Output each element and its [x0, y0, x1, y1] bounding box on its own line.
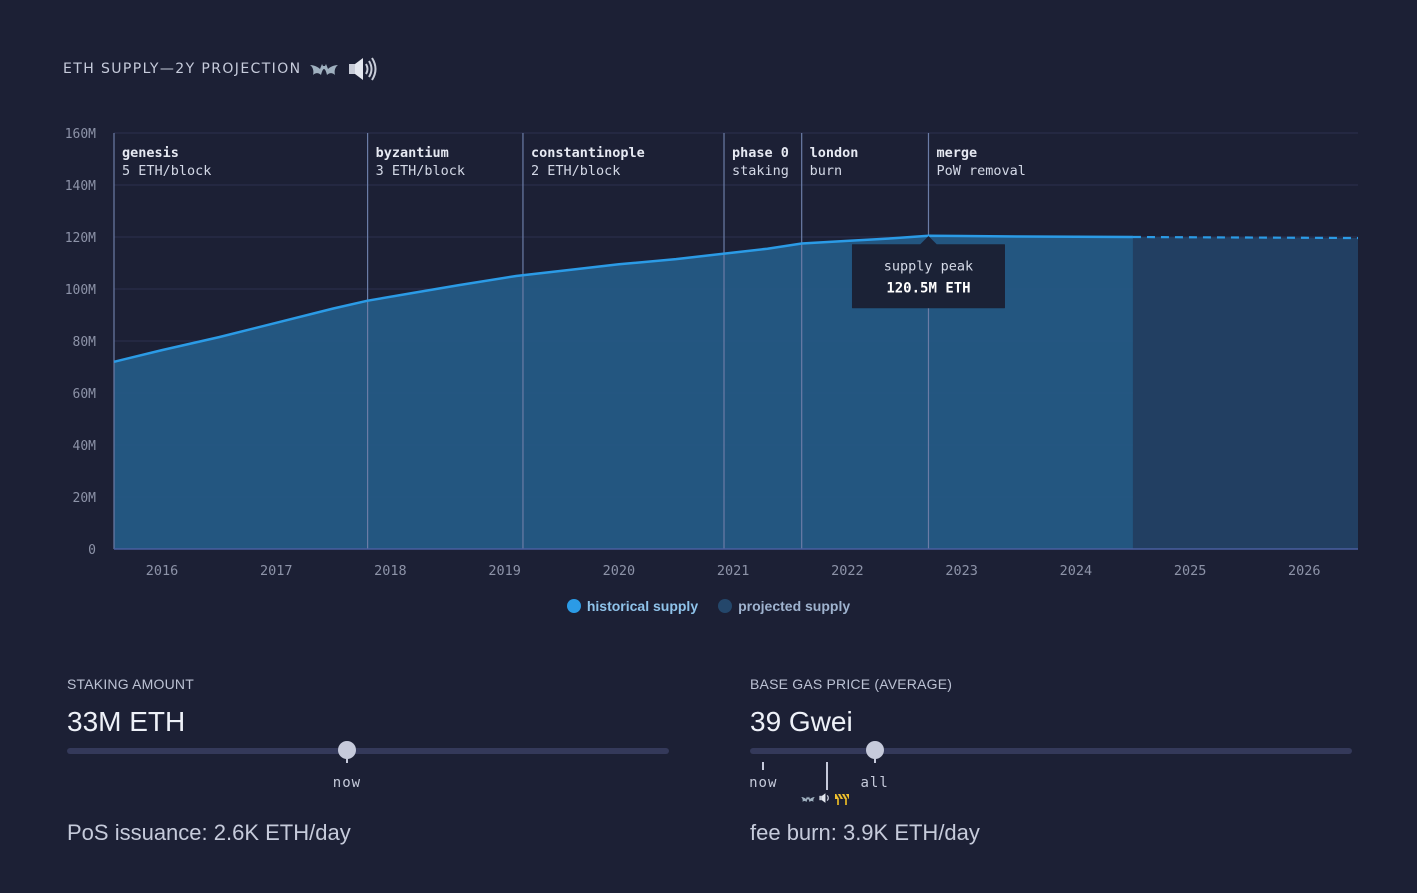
x-tick-label: 2021 [717, 563, 750, 579]
x-tick-label: 2018 [374, 563, 407, 579]
speaker-icon[interactable] [346, 54, 378, 84]
gas-slider-thumb[interactable] [865, 741, 884, 763]
event-detail: PoW removal [936, 163, 1025, 179]
fee-burn: fee burn: 3.9K ETH/day [750, 820, 980, 845]
event-detail: staking [732, 163, 789, 179]
y-tick-label: 160M [65, 127, 96, 142]
y-tick-label: 80M [73, 335, 97, 350]
legend-projected-swatch [718, 599, 733, 613]
event-detail: 3 ETH/block [376, 163, 465, 179]
gas-value: 39 Gwei [750, 706, 853, 737]
gas-tick-now: now [749, 775, 778, 791]
staking-slider-track[interactable] [67, 748, 669, 754]
tooltip-box [851, 236, 1005, 309]
legend-historical-label: historical supply [586, 598, 699, 614]
projected-line [1132, 235, 1359, 240]
gas-now-marker [762, 762, 765, 770]
bat-icon [800, 790, 816, 809]
y-tick-label: 100M [65, 283, 96, 298]
y-tick-label: 40M [73, 439, 97, 454]
legend-historical-swatch [566, 599, 581, 613]
x-tick-label: 2020 [603, 563, 636, 579]
staking-label: STAKING AMOUNT [67, 676, 194, 692]
x-tick-label: 2016 [146, 563, 179, 579]
x-tick-label: 2026 [1288, 563, 1321, 579]
x-tick-label: 2023 [945, 563, 978, 579]
event-name: london [810, 145, 859, 161]
gas-mini-icons [800, 790, 850, 809]
historical-area [114, 235, 1133, 549]
construction-icon [834, 790, 850, 809]
bat-icon[interactable] [308, 54, 340, 84]
staking-slider-thumb[interactable] [337, 741, 356, 763]
speaker-icon [818, 790, 832, 809]
chart-header: ETH SUPPLY—2Y PROJECTION [63, 54, 378, 84]
gas-label: BASE GAS PRICE (AVERAGE) [750, 676, 953, 692]
gas-slider-track[interactable] [750, 748, 1352, 754]
y-tick-label: 20M [73, 491, 97, 506]
event-name: byzantium [376, 145, 449, 161]
staking-control: STAKING AMOUNT 33M ETH now PoS issuance:… [67, 676, 669, 845]
x-tick-label: 2025 [1174, 563, 1207, 579]
tooltip-label: supply peak [884, 259, 973, 275]
x-tick-label: 2017 [260, 563, 293, 579]
y-tick-label: 120M [65, 231, 96, 246]
x-tick-label: 2024 [1060, 563, 1093, 579]
legend-projected-label: projected supply [738, 598, 851, 614]
chart-title: ETH SUPPLY—2Y PROJECTION [63, 61, 302, 77]
staking-value: 33M ETH [67, 706, 186, 737]
gas-control: BASE GAS PRICE (AVERAGE) 39 Gwei now all… [749, 676, 1352, 845]
gas-tick-all: all [860, 775, 889, 791]
event-name: merge [936, 145, 977, 161]
y-tick-label: 0 [88, 543, 96, 558]
event-name: constantinople [531, 145, 645, 161]
pos-issuance: PoS issuance: 2.6K ETH/day [67, 820, 351, 845]
event-name: phase 0 [732, 145, 789, 161]
projected-area [1132, 237, 1358, 549]
event-detail: 5 ETH/block [122, 163, 211, 179]
y-tick-label: 60M [73, 387, 97, 402]
event-detail: burn [810, 163, 843, 179]
tooltip-value: 120.5M ETH [886, 281, 970, 297]
staking-tick-now: now [332, 775, 362, 791]
gas-current-marker [826, 762, 829, 790]
legend-historical[interactable]: historical supply [566, 598, 699, 614]
y-tick-label: 140M [65, 179, 96, 194]
legend-projected[interactable]: projected supply [718, 598, 850, 614]
chart-legend: historical supply projected supply [0, 598, 1417, 614]
x-tick-label: 2022 [831, 563, 864, 579]
event-name: genesis [122, 145, 179, 161]
x-tick-label: 2019 [488, 563, 521, 579]
event-detail: 2 ETH/block [531, 163, 620, 179]
supply-chart: 0 20M 40M 60M 80M 100M 120M 140M 160M genesis 5 ET… [65, 127, 1359, 579]
historical-line [113, 234, 1133, 364]
